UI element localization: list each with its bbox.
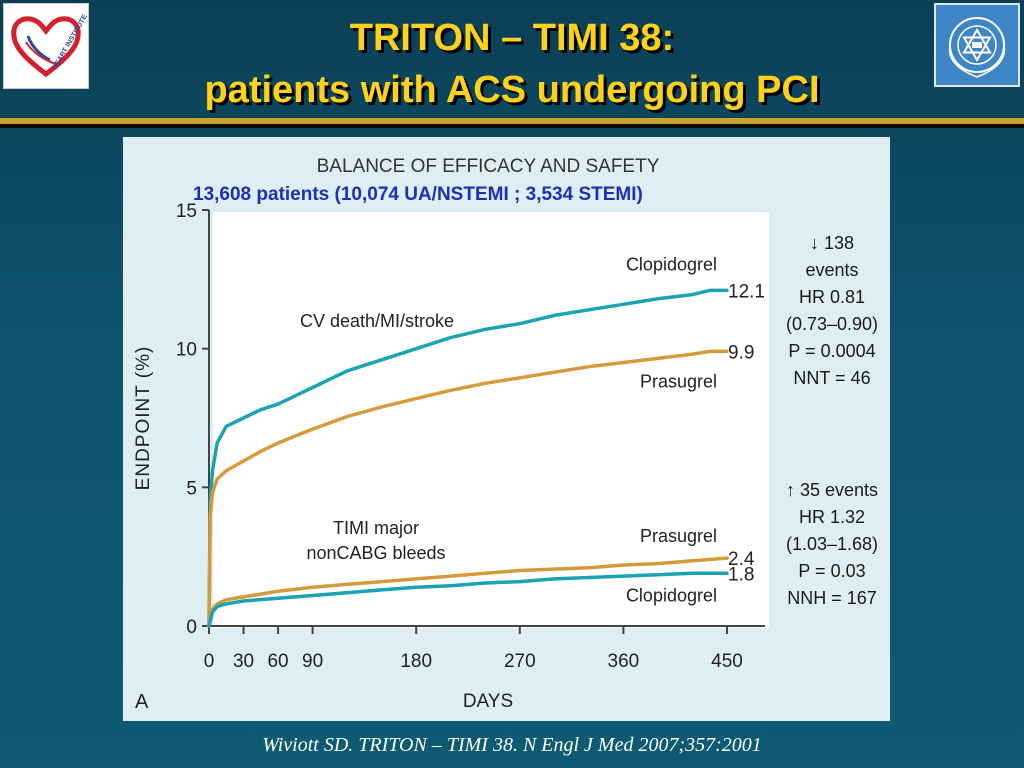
series-end-label: 1.8: [728, 564, 754, 585]
series-line: [207, 556, 729, 628]
plot-area: [213, 212, 769, 628]
panel-label: A: [135, 691, 149, 713]
y-tick-label: 15: [176, 201, 197, 222]
safety-line: HR 1.32: [798, 507, 866, 527]
safety-line: (1.03–1.68): [785, 534, 879, 554]
series-name-label: Prasugrel: [640, 526, 717, 546]
x-tick-label: 0: [204, 651, 215, 672]
group-label-line: TIMI major: [333, 518, 419, 538]
group-label-line: nonCABG bleeds: [306, 543, 445, 563]
x-tick-label: 450: [711, 651, 743, 672]
star-of-david-emblem: [934, 3, 1020, 87]
slide-title-line-2: patients with ACS undergoing PCI: [204, 69, 820, 111]
header-rule-gold: [0, 118, 1024, 124]
series-name-label: Prasugrel: [640, 371, 717, 391]
citation: Wiviott SD. TRITON – TIMI 38. N Engl J M…: [262, 734, 762, 756]
efficacy-line: HR 0.81: [798, 287, 866, 307]
y-axis-label: ENDPOINT (%): [133, 346, 154, 491]
efficacy-line: ↓ 138: [809, 233, 855, 253]
x-tick-label: 180: [400, 651, 432, 672]
slide-title-line-1: TRITON – TIMI 38:: [349, 17, 675, 59]
series-name-label: Clopidogrel: [626, 585, 717, 605]
group-labels: CV death/MI/stroke TIMI major nonCABG blee…: [300, 311, 454, 563]
efficacy-line: NNT = 46: [793, 368, 871, 388]
y-tick-label: 10: [176, 340, 197, 361]
series-line: [207, 571, 729, 628]
heart-logo-icon: HEART INSTITUTE: [11, 13, 89, 78]
series-line: [207, 349, 729, 628]
safety-line: ↑ 35 events: [785, 480, 879, 500]
series-end-label: 9.9: [728, 342, 754, 363]
x-tick-label: 360: [608, 651, 640, 672]
chart-subtitle: 13,608 patients (10,074 UA/NSTEMI ; 3,53…: [193, 184, 643, 205]
safety-annotation: ↑ 35 events HR 1.32 (1.03–1.68) P = 0.03…: [770, 477, 894, 612]
efficacy-line: P = 0.0004: [788, 341, 876, 361]
group-label: CV death/MI/stroke: [300, 311, 454, 331]
x-tick-label: 30: [233, 651, 254, 672]
group-label: TIMI major nonCABG bleeds: [306, 518, 445, 563]
series-end-label: 12.1: [728, 281, 765, 302]
chart-title: BALANCE OF EFFICACY AND SAFETY: [317, 156, 660, 177]
safety-line: NNH = 167: [787, 588, 877, 608]
x-tick-label: 270: [504, 651, 536, 672]
header-rule-dark: [0, 124, 1024, 128]
efficacy-annotation: ↓ 138 events HR 0.81 (0.73–0.90) P = 0.0…: [770, 230, 894, 392]
x-axis-label: DAYS: [463, 691, 513, 712]
efficacy-line: events: [805, 260, 859, 280]
x-tick-label: 60: [267, 651, 288, 672]
x-tick-label: 90: [302, 651, 323, 672]
y-tick-label: 5: [186, 478, 197, 499]
series-name-label: Clopidogrel: [626, 254, 717, 274]
series-end-label: 2.4: [728, 549, 755, 570]
safety-line: P = 0.03: [798, 561, 866, 581]
series-line: [207, 288, 729, 628]
y-tick-label: 0: [186, 617, 197, 638]
emblem-icon: [948, 17, 1006, 78]
efficacy-line: (0.73–0.90): [785, 314, 879, 334]
heart-institute-logo: HEART INSTITUTE: [3, 3, 89, 89]
series-lines: 12.1 Clopidogrel 9.9 Prasugrel 2.4 Prasugrel 1…: [207, 254, 765, 628]
